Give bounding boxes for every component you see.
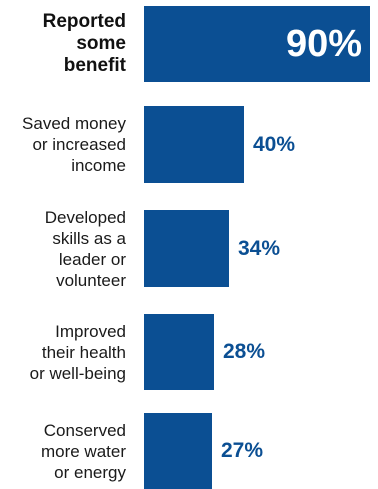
category-label: Reported some benefit (42, 11, 126, 76)
value-label: 90% (285, 23, 362, 65)
value-label: 27% (221, 439, 264, 462)
value-label: 28% (223, 340, 266, 363)
value-label: 34% (238, 236, 281, 260)
value-label: 40% (253, 132, 296, 156)
bar (144, 210, 229, 287)
category-label: Conserved more water or energy (40, 420, 126, 482)
bar (144, 6, 370, 82)
category-label: Saved money or increased income (22, 114, 126, 175)
category-label: Developed skills as a leader or voluntee… (44, 207, 126, 290)
bar (144, 413, 212, 489)
category-label: Improved their health or well-being (29, 321, 126, 383)
bar (144, 106, 244, 183)
bar (144, 314, 214, 390)
